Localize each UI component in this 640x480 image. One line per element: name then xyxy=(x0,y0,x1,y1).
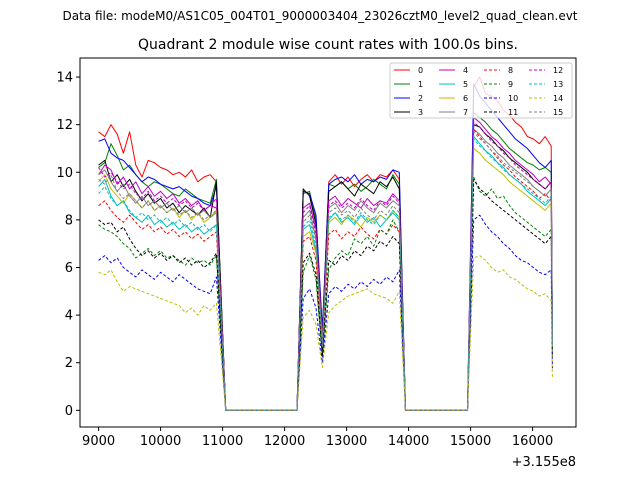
x-tick-label: 10000 xyxy=(140,434,181,449)
series-line-12 xyxy=(98,121,553,411)
series-line-9 xyxy=(98,176,553,411)
legend-label-0: 0 xyxy=(418,66,423,75)
series-line-11 xyxy=(98,178,553,411)
x-tick-label: 13000 xyxy=(326,434,367,449)
series-line-3 xyxy=(98,124,553,411)
y-tick-label: 0 xyxy=(65,404,73,419)
legend-label-10: 10 xyxy=(508,94,518,103)
legend-label-14: 14 xyxy=(553,94,563,103)
legend-label-5: 5 xyxy=(463,80,468,89)
x-tick-label: 9000 xyxy=(82,434,115,449)
x-tick-label: 14000 xyxy=(388,434,429,449)
legend-label-3: 3 xyxy=(418,108,423,117)
legend-label-6: 6 xyxy=(463,94,468,103)
legend-label-8: 8 xyxy=(508,66,513,75)
series-line-15 xyxy=(98,131,553,411)
series-line-4 xyxy=(98,117,553,411)
x-tick-label: 15000 xyxy=(450,434,491,449)
legend-label-15: 15 xyxy=(553,108,563,117)
series-line-2 xyxy=(98,83,553,411)
legend-label-4: 4 xyxy=(463,66,468,75)
legend-label-2: 2 xyxy=(418,94,423,103)
y-tick-label: 2 xyxy=(65,356,73,371)
y-axis: 0 2 4 6 8 10 12 14 xyxy=(56,71,80,419)
legend-label-7: 7 xyxy=(463,108,468,117)
series-line-10 xyxy=(98,214,553,411)
y-tick-label: 4 xyxy=(65,309,73,324)
legend-label-13: 13 xyxy=(553,80,563,89)
legend-label-11: 11 xyxy=(508,108,518,117)
y-tick-label: 14 xyxy=(56,71,73,86)
y-tick-label: 8 xyxy=(65,213,73,228)
axes-frame xyxy=(79,57,577,428)
file-suptitle: Data file: modeM0/AS1C05_004T01_90000034… xyxy=(62,9,577,23)
x-offset-label: +3.155e8 xyxy=(512,455,576,470)
chart-title: Quadrant 2 module wise count rates with … xyxy=(138,37,518,53)
y-tick-label: 6 xyxy=(65,261,73,276)
series-line-14 xyxy=(98,255,553,411)
x-axis: 9000 10000 11000 12000 13000 14000 15000 16000 xyxy=(82,427,553,449)
legend-label-9: 9 xyxy=(508,80,513,89)
series-line-6 xyxy=(98,148,553,411)
series-line-5 xyxy=(98,136,553,411)
x-tick-label: 11000 xyxy=(202,434,243,449)
series-line-8 xyxy=(98,128,553,411)
legend-label-1: 1 xyxy=(418,80,423,89)
x-tick-label: 16000 xyxy=(512,434,553,449)
y-tick-label: 10 xyxy=(56,166,73,181)
legend-label-12: 12 xyxy=(553,66,563,75)
x-tick-label: 12000 xyxy=(264,434,305,449)
legend-frame xyxy=(389,62,573,119)
y-tick-label: 12 xyxy=(56,118,73,133)
series-line-13 xyxy=(98,138,553,411)
